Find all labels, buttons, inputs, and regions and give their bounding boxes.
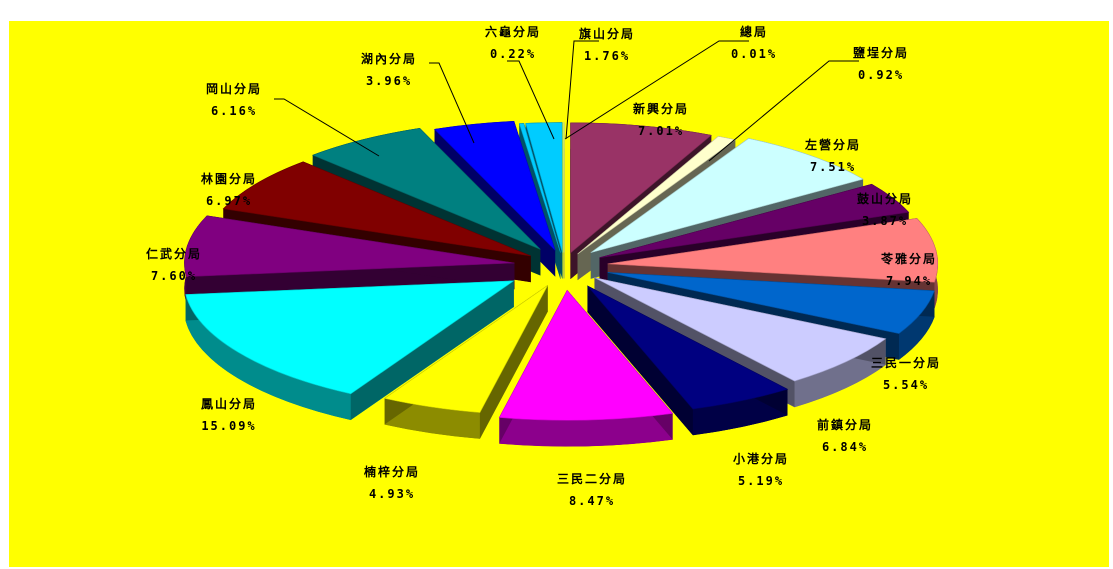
slice-percent-label: 3.96% — [366, 74, 412, 88]
slice-percent-label: 7.60% — [151, 269, 197, 283]
slice-name-label: 岡山分局 — [206, 81, 262, 96]
pie-slice — [525, 122, 563, 253]
leader-line — [429, 62, 475, 144]
pie-slice-wall — [499, 413, 673, 447]
leader-line — [274, 98, 380, 157]
slice-percent-label: 6.84% — [822, 440, 868, 454]
leader-line — [564, 40, 749, 140]
leader-line — [565, 40, 599, 140]
slice-name-label: 前鎮分局 — [817, 417, 873, 432]
slice-name-label: 左營分局 — [804, 137, 861, 152]
pie-slice-edge — [350, 280, 514, 420]
slice-name-label: 新興分局 — [633, 101, 689, 116]
slice-percent-label: 15.09% — [201, 419, 256, 433]
slice-name-label: 三民二分局 — [557, 471, 627, 486]
slice-name-label: 三民一分局 — [871, 355, 941, 370]
slice-name-label: 林園分局 — [201, 171, 257, 186]
slice-name-label: 湖內分局 — [361, 51, 417, 66]
pie-slice-edge — [587, 285, 693, 436]
slice-name-label: 鹽埕分局 — [853, 45, 909, 60]
slice-name-label: 苓雅分局 — [880, 251, 937, 266]
slice-name-label: 鼓山分局 — [857, 191, 913, 206]
slice-percent-label: 0.92% — [858, 68, 904, 82]
pie-slice — [607, 218, 939, 283]
pie-slice — [311, 127, 541, 250]
pie-slice — [570, 122, 712, 254]
slice-name-label: 楠梓分局 — [364, 464, 420, 479]
slice-percent-label: 3.87% — [862, 214, 908, 228]
pie-slice — [184, 215, 515, 278]
slice-name-label: 仁武分局 — [146, 246, 202, 261]
slice-percent-label: 0.01% — [731, 47, 777, 61]
pie-slice-edge — [479, 285, 548, 439]
pie-slice — [518, 123, 561, 253]
slice-percent-label: 7.94% — [886, 274, 932, 288]
slice-name-label: 旗山分局 — [579, 26, 635, 41]
slice-percent-label: 1.76% — [584, 49, 630, 63]
slice-percent-label: 5.54% — [883, 378, 929, 392]
pie-slice-wall — [384, 398, 480, 439]
slice-percent-label: 0.22% — [490, 47, 536, 61]
slice-percent-label: 6.97% — [206, 194, 252, 208]
slice-percent-label: 6.16% — [211, 104, 257, 118]
slice-name-label: 小港分局 — [733, 451, 789, 466]
pie-slice — [590, 138, 864, 253]
slice-percent-label: 5.19% — [738, 474, 784, 488]
pie-slice — [607, 272, 935, 334]
pie-slice — [594, 277, 887, 382]
pie-chart: 新興分局 7.01% 鹽埕分局 0.92% 左營分局 7.51% 鼓山分局 3.87% 苓雅分局… — [146, 24, 941, 508]
pie-slice — [599, 183, 910, 259]
slice-name-label: 六龜分局 — [485, 24, 541, 39]
leader-line — [507, 60, 555, 140]
slice-percent-label: 4.93% — [369, 487, 415, 501]
pie-slice — [433, 121, 556, 251]
leader-line — [708, 60, 859, 162]
pie-slice — [222, 161, 531, 257]
pie-slice-wall — [185, 294, 351, 420]
slice-percent-label: 7.01% — [638, 124, 684, 138]
slice-percent-label: 7.51% — [810, 160, 856, 174]
pie-slice — [185, 280, 515, 395]
slice-percent-label: 8.47% — [569, 494, 615, 508]
chart-area: 新興分局 7.01% 鹽埕分局 0.92% 左營分局 7.51% 鼓山分局 3.87% 苓雅分局… — [8, 20, 1110, 568]
pie-slice — [498, 289, 674, 421]
slice-name-label: 鳳山分局 — [201, 396, 257, 411]
slice-name-label: 總局 — [740, 24, 768, 39]
pie-slice — [383, 285, 548, 413]
pie-slice — [577, 136, 737, 255]
pie-slice — [587, 285, 789, 410]
